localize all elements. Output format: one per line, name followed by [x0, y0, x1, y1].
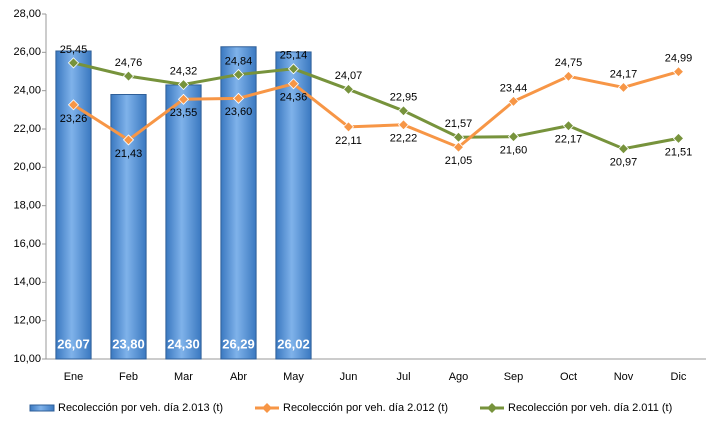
line-value-label: 24,07	[335, 70, 363, 82]
x-tick-label: Abr	[230, 371, 247, 383]
x-tick-label: Nov	[614, 371, 634, 383]
bar-value-label: 26,29	[222, 336, 255, 351]
marker	[397, 105, 410, 117]
line-value-label: 21,51	[665, 146, 693, 158]
line-value-label: 24,36	[280, 92, 308, 104]
marker	[232, 92, 245, 104]
legend-label: Recolección por veh. día 2.013 (t)	[58, 402, 223, 414]
y-tick-label: 18,00	[13, 200, 41, 212]
marker	[617, 143, 630, 155]
marker	[342, 121, 355, 133]
x-tick-label: Ago	[449, 371, 469, 383]
y-tick-label: 16,00	[13, 238, 41, 250]
marker	[672, 66, 685, 78]
legend-label: Recolección por veh. día 2.012 (t)	[283, 402, 448, 414]
x-tick-label: Jul	[396, 371, 410, 383]
legend-marker	[262, 403, 272, 413]
line-value-label: 23,55	[170, 107, 198, 119]
y-tick-label: 22,00	[13, 123, 41, 135]
legend-label: Recolección por veh. día 2.011 (t)	[508, 402, 672, 414]
bar-value-label: 24,30	[167, 336, 200, 351]
marker	[122, 70, 135, 82]
x-tick-label: Ene	[64, 371, 84, 383]
x-tick-label: May	[283, 371, 304, 383]
bar-value-label: 26,02	[277, 336, 310, 351]
line-value-label: 25,45	[60, 44, 88, 56]
bar	[110, 94, 147, 360]
y-tick-label: 24,00	[13, 85, 41, 97]
x-tick-label: Sep	[504, 371, 524, 383]
line	[73, 61, 679, 151]
line-value-label: 23,60	[225, 106, 253, 118]
line-value-label: 24,84	[225, 55, 253, 67]
line-value-label: 22,95	[390, 92, 418, 104]
marker	[287, 78, 300, 90]
line-value-label: 21,05	[445, 155, 473, 167]
x-tick-label: Dic	[671, 371, 687, 383]
x-tick-label: Feb	[119, 371, 138, 383]
x-tick-label: Mar	[174, 371, 193, 383]
bar-value-label: 26,07	[57, 336, 90, 351]
line-value-label: 21,57	[445, 118, 473, 130]
line-value-label: 24,75	[555, 57, 583, 69]
y-tick-label: 26,00	[13, 46, 41, 58]
bar	[55, 50, 92, 360]
line-value-label: 24,99	[665, 53, 693, 65]
marker	[562, 70, 575, 82]
line-value-label: 24,76	[115, 57, 143, 69]
line-value-label: 22,17	[555, 134, 583, 146]
marker	[397, 119, 410, 131]
marker	[177, 93, 190, 105]
marker	[342, 83, 355, 95]
marker	[617, 81, 630, 93]
line-value-label: 21,60	[500, 145, 528, 157]
line-value-label: 24,17	[610, 68, 638, 80]
marker	[507, 131, 520, 143]
line	[72, 70, 679, 149]
marker	[452, 141, 465, 153]
marker	[232, 69, 245, 81]
marker	[287, 63, 300, 75]
bar	[275, 51, 312, 360]
marker	[507, 95, 520, 107]
marker	[122, 134, 135, 146]
y-tick-label: 14,00	[13, 276, 41, 288]
y-tick-label: 10,00	[13, 353, 41, 365]
marker	[67, 57, 80, 69]
legend-marker	[487, 403, 497, 413]
x-tick-label: Oct	[560, 371, 577, 383]
line-value-label: 21,43	[115, 148, 143, 160]
line-value-label: 23,44	[500, 82, 528, 94]
bar	[165, 84, 202, 360]
line-value-label: 22,22	[390, 133, 418, 145]
line-value-label: 20,97	[610, 157, 638, 169]
line-value-label: 22,11	[335, 135, 362, 147]
y-tick-label: 20,00	[13, 161, 41, 173]
marker	[177, 78, 190, 91]
marker	[452, 131, 465, 143]
legend-swatch	[29, 404, 55, 412]
line-value-label: 24,32	[170, 65, 198, 77]
y-tick-label: 12,00	[13, 315, 41, 327]
marker	[672, 132, 685, 144]
marker	[562, 120, 575, 132]
bar-value-label: 23,80	[112, 336, 145, 351]
line-value-label: 23,26	[60, 113, 88, 125]
marker	[67, 99, 80, 111]
line-value-label: 25,14	[280, 50, 308, 62]
x-tick-label: Jun	[340, 371, 358, 383]
y-tick-label: 28,00	[13, 8, 41, 20]
